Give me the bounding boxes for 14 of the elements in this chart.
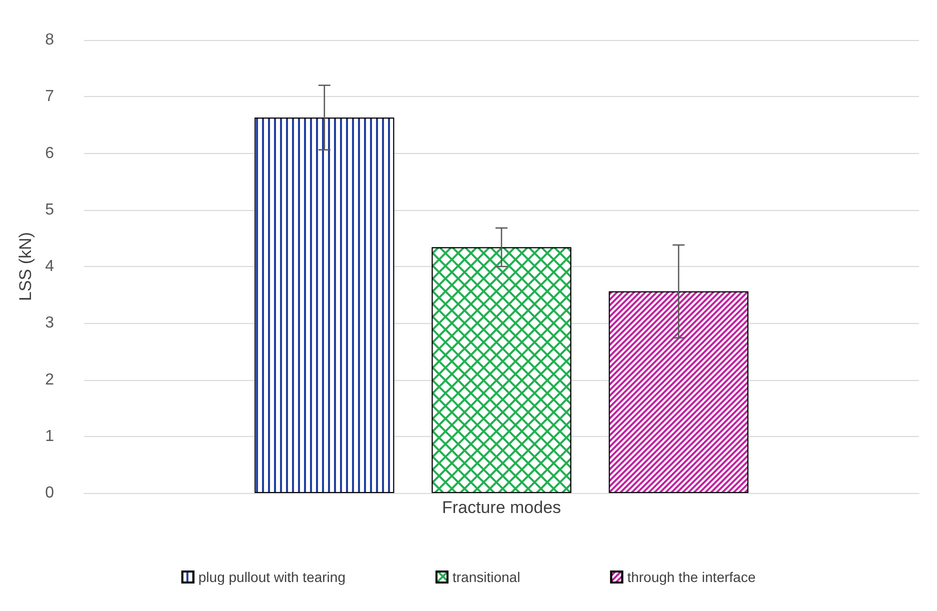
y-tick-label: 1 (45, 428, 54, 445)
y-tick-label: 7 (45, 88, 54, 106)
y-tick-label: 8 (45, 32, 54, 48)
y-tick-label: 5 (45, 201, 54, 218)
y-tick-label: 6 (45, 144, 54, 162)
legend-label: plug pullout with tearing (198, 569, 346, 585)
x-tick-label: Fracture modes (442, 498, 562, 517)
y-axis-title: LSS (kN) (16, 232, 36, 301)
y-tick-label: 3 (45, 314, 54, 332)
legend-label: transitional (452, 569, 520, 585)
y-tick-label: 2 (45, 371, 54, 388)
legend-label: through the interface (627, 569, 756, 585)
y-tick-label: 4 (45, 258, 54, 275)
y-tick-label: 0 (45, 484, 54, 502)
